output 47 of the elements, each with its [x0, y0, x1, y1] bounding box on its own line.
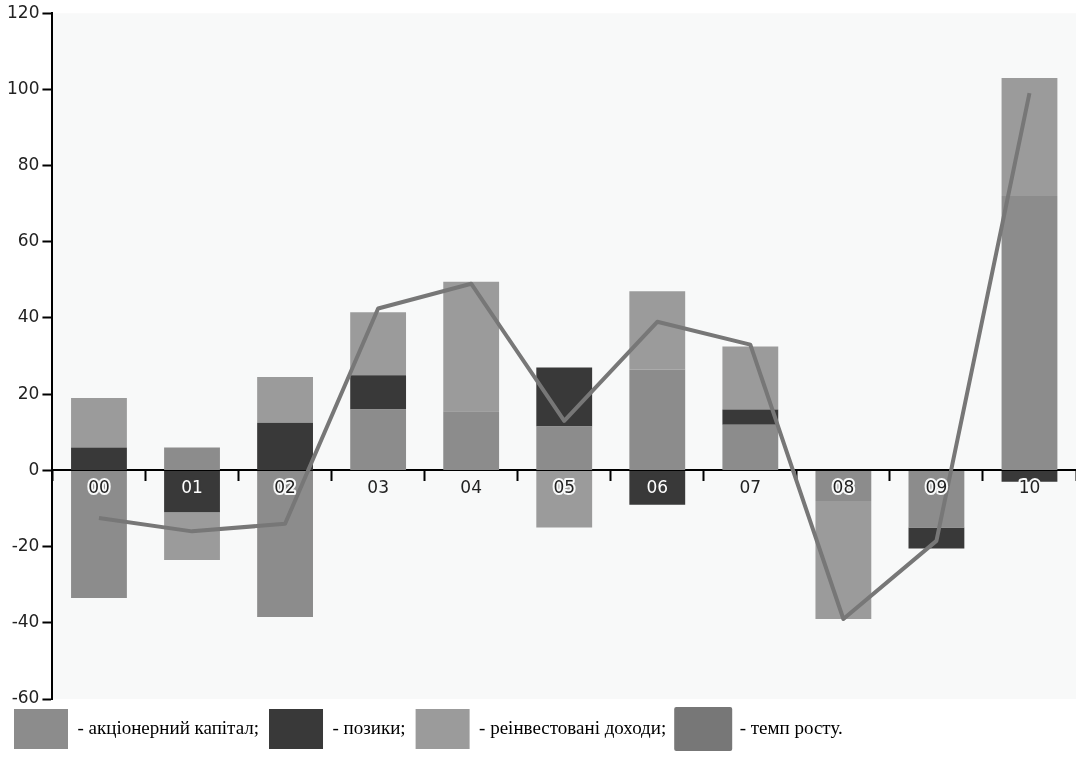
bar	[629, 291, 686, 370]
legend-label: - реінвестовані доходи;	[479, 716, 667, 738]
y-tick-label: -40	[11, 611, 40, 632]
bar	[350, 375, 407, 410]
bar	[722, 346, 779, 410]
y-tick-label: 60	[17, 230, 40, 251]
bar	[722, 409, 779, 425]
legend-label: - позики;	[332, 716, 406, 738]
y-tick-label: 0	[28, 458, 40, 479]
x-tick-label: 00	[88, 477, 110, 498]
bar	[443, 411, 500, 470]
bar	[71, 447, 127, 470]
bar	[257, 377, 313, 423]
x-tick-label: 10	[1018, 477, 1041, 498]
bar	[443, 281, 500, 412]
bar	[908, 527, 965, 549]
y-tick-label: 40	[17, 306, 40, 327]
x-tick-label: 05	[553, 477, 576, 498]
x-tick-label: 04	[460, 477, 482, 498]
legend-label: - темп росту.	[739, 716, 843, 738]
bar	[71, 470, 127, 599]
bar	[536, 426, 593, 470]
bar	[164, 447, 220, 470]
y-tick-label: -60	[11, 687, 40, 708]
y-tick-label: 120	[6, 1, 40, 22]
bar	[629, 369, 686, 470]
bar	[257, 422, 313, 470]
bar	[350, 312, 407, 376]
x-tick-label: 03	[367, 477, 389, 498]
x-tick-label: 09	[925, 477, 948, 498]
y-tick-label: 80	[17, 154, 40, 175]
legend-label: - акціонерний капітал;	[77, 716, 260, 738]
bar	[350, 409, 407, 470]
bar	[1001, 196, 1058, 470]
x-tick-label: 06	[646, 477, 669, 498]
bar	[257, 470, 313, 618]
bar	[71, 398, 127, 448]
x-tick-label: 08	[832, 477, 855, 498]
y-tick-label: -20	[11, 535, 40, 556]
bar	[722, 424, 779, 470]
bar	[164, 512, 220, 560]
bar	[1001, 77, 1058, 197]
x-tick-label: 01	[181, 477, 203, 498]
x-tick-label: 07	[739, 477, 762, 498]
bar	[815, 500, 872, 619]
y-tick-label: 100	[6, 77, 40, 98]
y-tick-label: 20	[17, 382, 40, 403]
